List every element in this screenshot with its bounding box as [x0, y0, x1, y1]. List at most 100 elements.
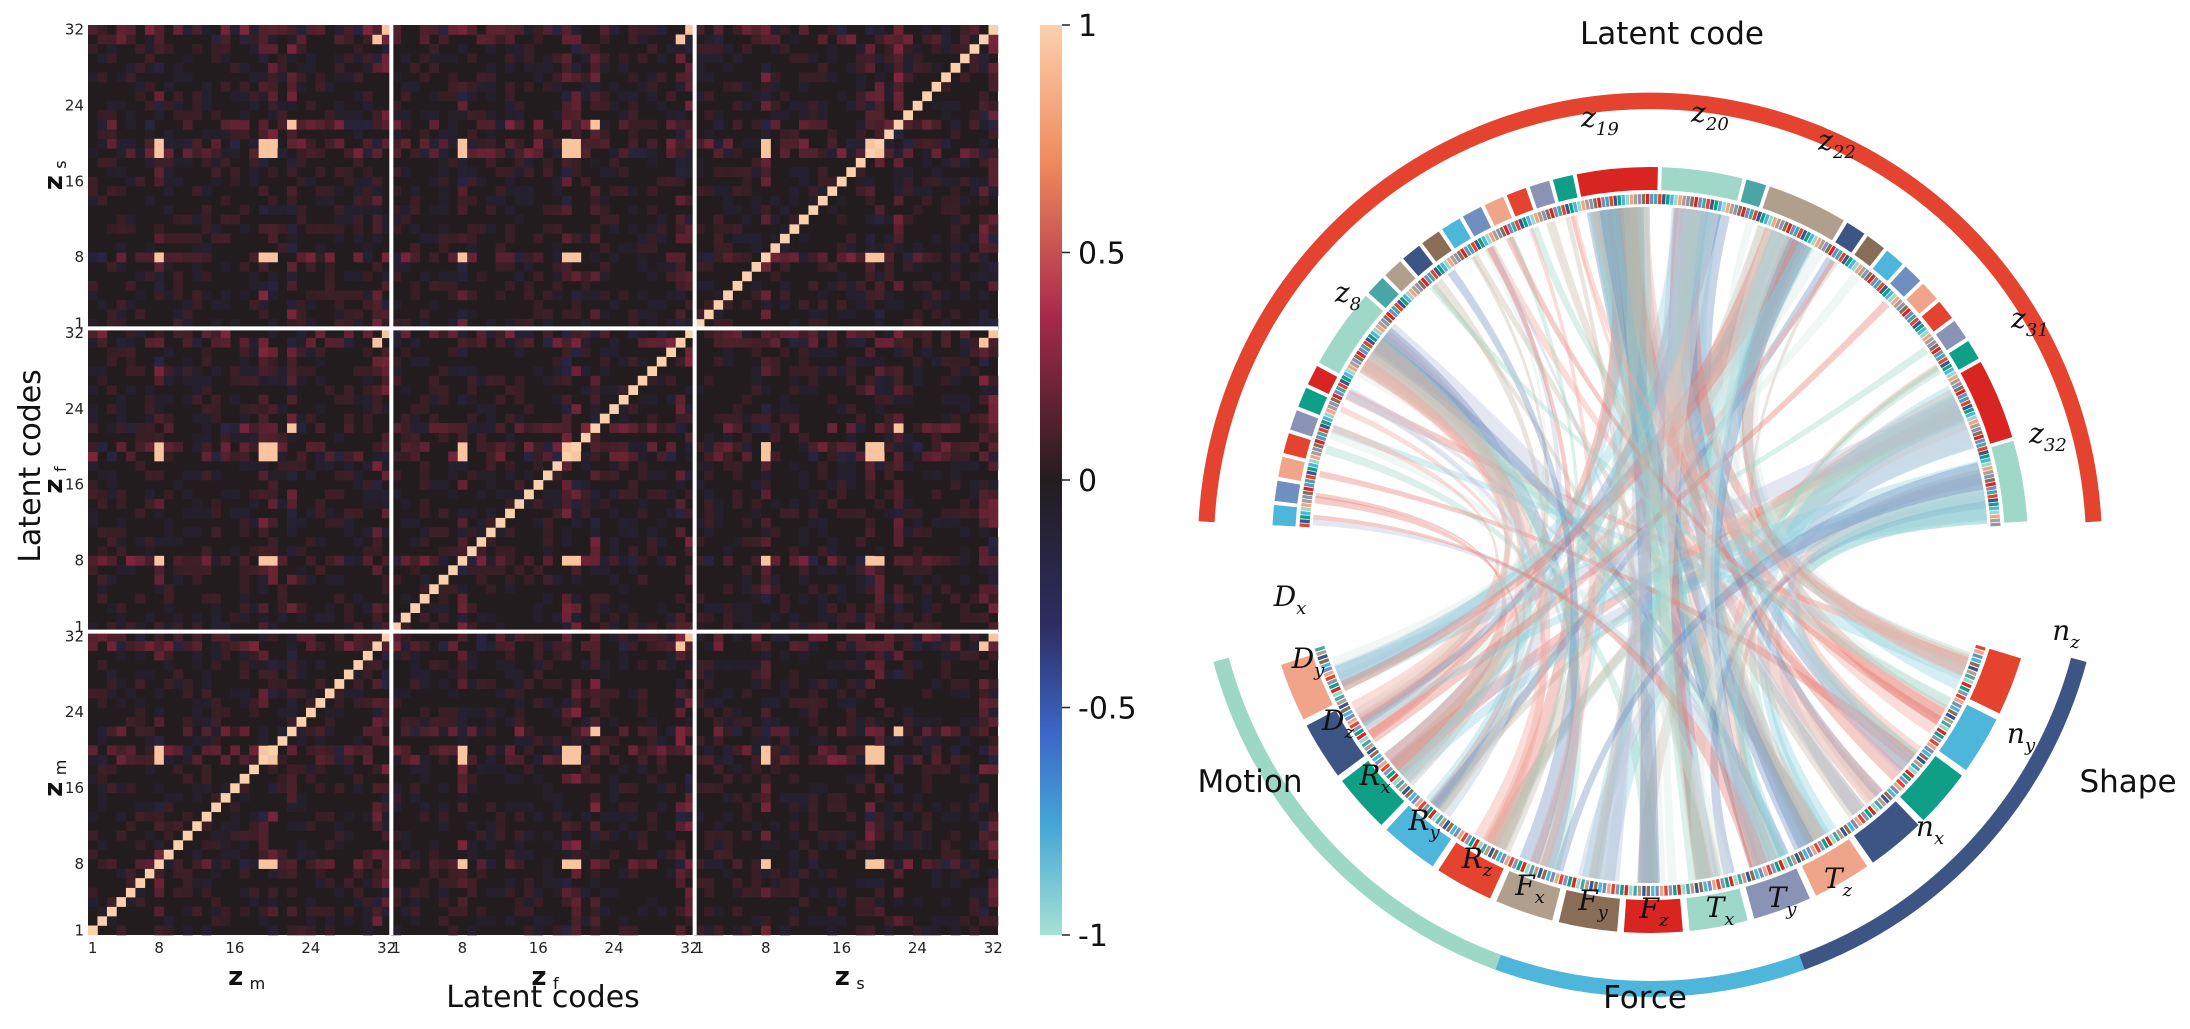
heatmap-cell [97, 584, 108, 595]
heatmap-cell [362, 660, 373, 670]
heatmap-cell [817, 470, 828, 481]
heatmap-cell [713, 34, 724, 45]
heatmap-cell [827, 205, 838, 215]
heatmap-cell [865, 811, 876, 822]
heatmap-cell [685, 565, 695, 576]
heatmap-cell [258, 81, 269, 92]
heatmap-cell [561, 612, 572, 623]
heatmap-cell [742, 830, 752, 841]
chord-ribbon [1389, 208, 1718, 774]
heatmap-cell [173, 764, 184, 775]
heatmap-cell [201, 811, 212, 822]
heatmap-cell [865, 840, 876, 850]
heatmap-cell [685, 356, 695, 367]
chord-ribbon [1680, 208, 1919, 760]
heatmap-cell [324, 195, 335, 206]
heatmap-cell [505, 413, 515, 424]
heatmap-cell [163, 394, 174, 405]
latent-sub-stripe [1552, 206, 1559, 218]
heatmap-cell [144, 745, 155, 756]
heatmap-cell [770, 574, 781, 585]
latent-sub-stripe [1299, 519, 1310, 524]
heatmap-cell [88, 830, 98, 841]
heatmap-cell [713, 716, 724, 727]
heatmap-cell [88, 480, 98, 490]
heatmap-cell [941, 916, 951, 926]
feature-sub-stripe [1934, 731, 1945, 740]
heatmap-cell [220, 195, 231, 206]
heatmap-cell [154, 328, 165, 339]
heatmap-cell [533, 603, 544, 614]
heatmap-cell [106, 138, 117, 149]
latent-sub-stripe [1857, 266, 1867, 277]
heatmap-cell [249, 830, 259, 841]
latent-sub-stripe [1302, 490, 1314, 496]
heatmap-cell [590, 660, 601, 670]
heatmap-cell [618, 290, 629, 301]
heatmap-cell [637, 34, 648, 45]
heatmap-cell [846, 337, 857, 348]
heatmap-cell [618, 110, 629, 121]
heatmap-cell [182, 565, 193, 576]
heatmap-cell [116, 423, 127, 433]
chord-ribbon [1354, 418, 1972, 723]
heatmap-cell [268, 745, 278, 756]
heatmap-cell [106, 404, 117, 414]
heatmap-cell [988, 385, 999, 395]
heatmap-cell [372, 110, 383, 121]
heatmap-cell [988, 72, 999, 83]
heatmap-cell [941, 337, 951, 348]
heatmap-cell [306, 25, 316, 35]
heatmap-cell [543, 859, 553, 869]
heatmap-cell [552, 489, 563, 500]
heatmap-cell [192, 271, 203, 282]
heatmap-cell [779, 243, 790, 253]
heatmap-cell [343, 328, 354, 339]
heatmap-cell [817, 726, 828, 737]
chord-ribbon [1710, 491, 1986, 875]
heatmap-cell [609, 811, 620, 822]
heatmap-cell [543, 517, 553, 528]
heatmap-cell [884, 650, 895, 661]
heatmap-cell [88, 622, 98, 632]
heatmap-cell [438, 385, 449, 395]
heatmap-cell [552, 802, 563, 813]
heatmap-cell [571, 43, 582, 54]
heatmap-cell [893, 593, 904, 604]
heatmap-cell [704, 442, 714, 452]
heatmap-cell [770, 878, 781, 888]
heatmap-cell [154, 574, 165, 585]
heatmap-cell [628, 527, 639, 538]
latent-sub-stripe [1325, 408, 1336, 415]
heatmap-cell [590, 470, 601, 481]
heatmap-cell [258, 138, 269, 149]
heatmap-cell [950, 195, 961, 206]
heatmap-cell [761, 129, 771, 140]
heatmap-cell [239, 868, 250, 879]
heatmap-cell [163, 821, 174, 832]
heatmap-cell [751, 91, 762, 102]
heatmap-cell [912, 356, 923, 367]
heatmap-cell [88, 461, 98, 471]
heatmap-cell [704, 110, 714, 121]
latent-sub-stripe [1763, 213, 1770, 225]
heatmap-cell [571, 868, 582, 879]
heatmap-cell [628, 783, 639, 794]
heatmap-cell [144, 498, 155, 509]
heatmap-cell [495, 442, 506, 452]
heatmap-cell [694, 669, 705, 680]
heatmap-cell [931, 916, 942, 926]
heatmap-cell [296, 347, 307, 358]
heatmap-cell [419, 53, 430, 64]
heatmap-cell [192, 650, 203, 661]
heatmap-cell [514, 138, 525, 149]
latent-sub-stripe [1785, 222, 1793, 234]
heatmap-cell [855, 773, 866, 784]
heatmap-cell [154, 821, 165, 832]
heatmap-cell [381, 906, 392, 917]
heatmap-cell [723, 773, 733, 784]
heatmap-cell [287, 461, 297, 471]
heatmap-cell [211, 707, 222, 718]
heatmap-cell [656, 906, 667, 917]
